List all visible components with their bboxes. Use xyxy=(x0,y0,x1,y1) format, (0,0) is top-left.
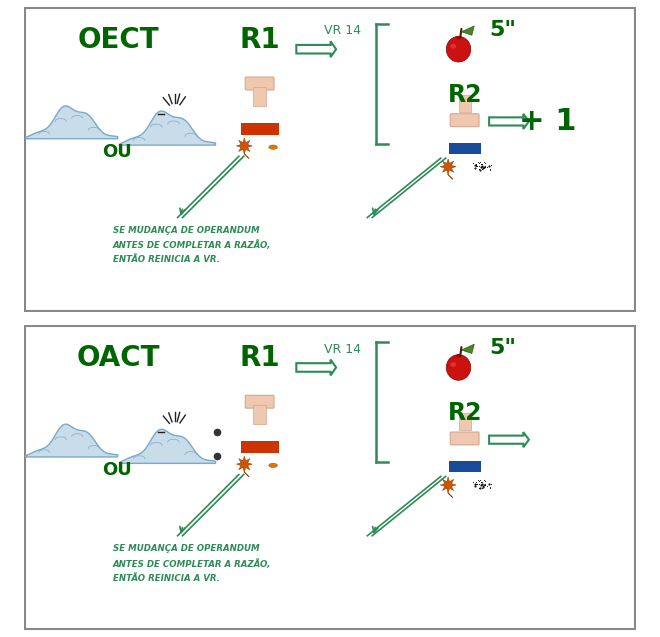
Polygon shape xyxy=(236,456,252,472)
Ellipse shape xyxy=(269,463,277,468)
Polygon shape xyxy=(461,344,475,354)
Ellipse shape xyxy=(450,362,456,367)
Text: OU: OU xyxy=(102,143,132,161)
Ellipse shape xyxy=(446,355,471,380)
Bar xyxy=(241,123,279,135)
FancyBboxPatch shape xyxy=(246,77,274,90)
Bar xyxy=(459,413,471,430)
FancyBboxPatch shape xyxy=(450,114,479,127)
Polygon shape xyxy=(236,138,252,154)
Polygon shape xyxy=(296,41,336,57)
Polygon shape xyxy=(461,26,475,35)
Text: R1: R1 xyxy=(240,344,280,372)
Polygon shape xyxy=(440,159,456,175)
Polygon shape xyxy=(120,429,216,463)
Bar xyxy=(459,94,471,111)
Ellipse shape xyxy=(269,145,277,149)
Text: VR 14: VR 14 xyxy=(324,343,361,355)
Text: 5": 5" xyxy=(489,20,516,39)
Text: SE MUDANÇA DE OPERANDUM
ANTES DE COMPLETAR A RAZÃO,
ENTÃO REINICIA A VR.: SE MUDANÇA DE OPERANDUM ANTES DE COMPLET… xyxy=(113,226,271,264)
Ellipse shape xyxy=(456,354,461,357)
Text: OU: OU xyxy=(102,461,132,479)
Polygon shape xyxy=(296,359,336,375)
Text: R1: R1 xyxy=(240,26,280,54)
Polygon shape xyxy=(120,111,216,145)
Bar xyxy=(253,405,266,424)
Bar xyxy=(449,143,480,154)
Polygon shape xyxy=(26,424,117,457)
FancyBboxPatch shape xyxy=(246,396,274,408)
Bar xyxy=(253,87,266,106)
Polygon shape xyxy=(26,106,117,139)
Text: R2: R2 xyxy=(447,83,482,107)
Text: OACT: OACT xyxy=(77,344,160,372)
Text: OECT: OECT xyxy=(78,26,160,54)
Ellipse shape xyxy=(450,44,456,48)
Polygon shape xyxy=(489,114,529,129)
Bar xyxy=(449,461,480,472)
Text: + 1: + 1 xyxy=(519,107,576,136)
Text: 5": 5" xyxy=(489,338,516,358)
Polygon shape xyxy=(440,477,456,493)
Bar xyxy=(241,441,279,453)
Text: SE MUDANÇA DE OPERANDUM
ANTES DE COMPLETAR A RAZÃO,
ENTÃO REINICIA A VR.: SE MUDANÇA DE OPERANDUM ANTES DE COMPLET… xyxy=(113,544,271,582)
Ellipse shape xyxy=(456,36,461,39)
FancyBboxPatch shape xyxy=(450,432,479,445)
Polygon shape xyxy=(489,432,529,447)
Text: VR 14: VR 14 xyxy=(324,24,361,38)
Text: R2: R2 xyxy=(447,401,482,426)
Ellipse shape xyxy=(446,36,471,62)
